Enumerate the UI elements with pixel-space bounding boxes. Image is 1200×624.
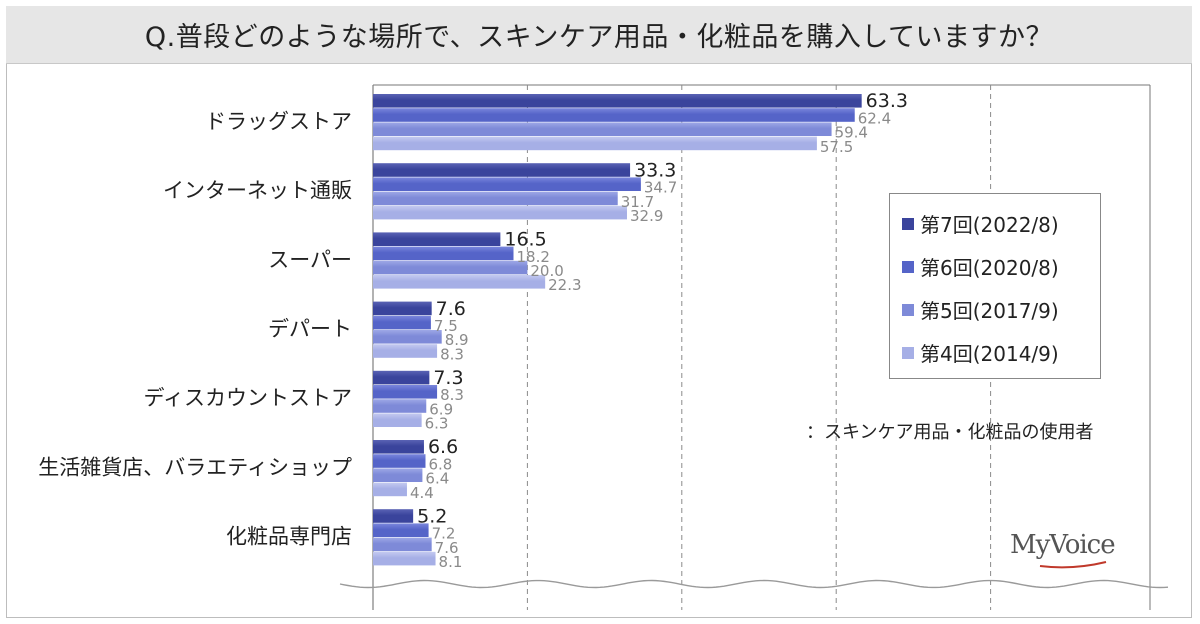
bar: [373, 94, 862, 108]
bar: [373, 122, 832, 136]
category-label: スーパー: [268, 248, 352, 272]
bar: [373, 523, 429, 537]
category-labels: ドラッグストアインターネット通販スーパーデパートディスカウントストア生活雑貨店、…: [38, 109, 352, 548]
value-label-secondary: 6.9: [429, 400, 453, 418]
bar: [373, 385, 438, 399]
legend-swatch: [902, 346, 914, 359]
bar: [373, 509, 414, 523]
bar: [373, 136, 817, 151]
value-label-primary: 33.3: [634, 159, 676, 181]
legend-item: 第4回(2014/9): [902, 331, 1100, 374]
category-label: ディスカウントストア: [143, 386, 352, 410]
axis-break-wave: [339, 579, 1169, 589]
value-label-secondary: 59.4: [835, 124, 868, 142]
bar: [373, 399, 427, 413]
value-label-secondary: 6.4: [425, 470, 449, 488]
value-labels: 63.362.459.457.5 33.334.731.732.9 16.518.2…: [410, 90, 908, 571]
value-label-primary: 16.5: [504, 229, 546, 251]
bar: [373, 440, 424, 454]
logo-swoosh-icon: [1039, 561, 1107, 569]
bar: [373, 468, 423, 482]
category-label: デパート: [268, 317, 352, 341]
value-label-secondary: 8.3: [440, 386, 464, 404]
value-label-secondary: 62.4: [858, 109, 891, 127]
value-label-secondary: 34.7: [644, 179, 677, 197]
bar: [373, 191, 618, 206]
value-label-primary: 6.6: [428, 436, 458, 458]
category-label: 生活雑貨店、バラエティショップ: [38, 455, 352, 479]
legend-label: 第5回(2017/9): [920, 299, 1059, 323]
bars: [373, 94, 862, 566]
legend-swatch: [902, 260, 914, 273]
bar: [373, 315, 431, 330]
value-label-secondary: 8.1: [439, 553, 463, 571]
value-label-secondary: 22.3: [548, 276, 581, 294]
bar: [373, 246, 514, 261]
legend-swatch: [902, 217, 914, 230]
value-label-secondary: 7.2: [432, 525, 456, 543]
legend-swatch: [902, 303, 914, 316]
myvoice-logo: MyVoice: [1010, 530, 1116, 560]
bar: [373, 232, 501, 246]
bar: [373, 482, 407, 497]
value-label-secondary: 32.9: [630, 207, 663, 225]
bar: [373, 454, 426, 468]
value-label-primary: 7.6: [436, 298, 466, 320]
value-label-secondary: 7.5: [434, 317, 458, 335]
bar: [373, 108, 855, 122]
legend-item: 第6回(2020/8): [902, 245, 1100, 288]
legend-label: 第7回(2022/8): [920, 213, 1059, 237]
bar: [373, 275, 546, 289]
legend-label: 第6回(2020/8): [920, 256, 1059, 280]
question-title-bar: Q.普段どのような場所で、スキンケア用品・化粧品を購入していますか？: [6, 6, 1192, 64]
value-label-secondary: 57.5: [820, 138, 853, 156]
bar: [373, 370, 430, 385]
value-label-secondary: 31.7: [621, 193, 654, 211]
category-label: インターネット通販: [163, 179, 352, 203]
legend-item: 第5回(2017/9): [902, 288, 1100, 331]
bar: [373, 301, 432, 316]
value-label-primary: 7.3: [433, 367, 463, 389]
question-title: Q.普段どのような場所で、スキンケア用品・化粧品を購入していますか？: [144, 22, 1054, 53]
bar: [373, 551, 436, 566]
axis-break: [339, 579, 1169, 589]
value-label-secondary: 20.0: [530, 262, 563, 280]
value-label-primary: 5.2: [417, 505, 447, 527]
bar: [373, 163, 631, 177]
bar: [373, 177, 641, 191]
category-label: 化粧品専門店: [226, 525, 352, 549]
respondent-note: ：スキンケア用品・化粧品の使用者: [806, 422, 1094, 443]
value-label-secondary: 18.2: [517, 248, 550, 266]
bar: [373, 330, 442, 344]
legend: 第7回(2022/8) 第6回(2020/8) 第5回(2017/9) 第4回(…: [889, 193, 1101, 379]
value-label-secondary: 6.8: [428, 455, 452, 473]
bar: [373, 205, 627, 220]
value-label-secondary: 6.3: [425, 415, 449, 433]
bar: [373, 413, 422, 427]
value-label-secondary: 7.6: [435, 539, 459, 557]
value-label-secondary: 8.3: [440, 345, 464, 363]
category-label: ドラッグストア: [205, 109, 352, 133]
value-label-secondary: 4.4: [410, 484, 434, 502]
bar: [373, 537, 432, 552]
value-label-primary: 63.3: [866, 90, 908, 112]
legend-label: 第4回(2014/9): [920, 342, 1059, 366]
legend-item: 第7回(2022/8): [902, 202, 1100, 245]
bar: [373, 260, 528, 275]
value-label-secondary: 8.9: [445, 331, 469, 349]
bar: [373, 344, 438, 358]
